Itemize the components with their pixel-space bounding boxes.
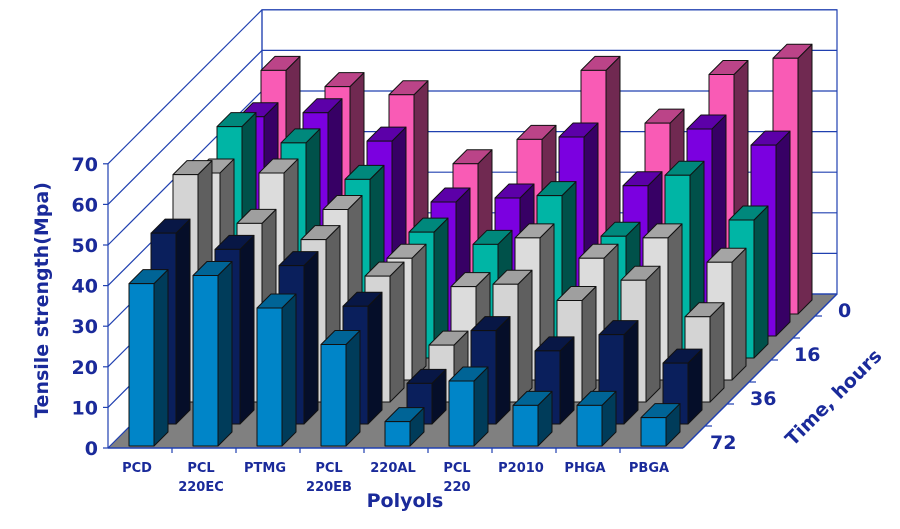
z-tick-label: 16	[794, 344, 820, 366]
y-tick-label: 40	[72, 276, 98, 298]
y-tick-label: 70	[72, 154, 98, 176]
bar	[320, 330, 361, 447]
labels: 0 10 20 30 40 50 60 70 PCD PCL 220EC PTMG PCL 220EB 22…	[72, 154, 852, 495]
bar-side	[645, 265, 661, 403]
bar-side	[797, 43, 813, 315]
bar	[534, 336, 575, 425]
x-tick-label: 220EC	[178, 480, 224, 495]
bar-front	[640, 417, 667, 447]
x-tick-label: P2010	[498, 461, 544, 476]
bar-side	[345, 330, 361, 447]
y-tick-label: 60	[72, 194, 98, 216]
bar-side	[753, 205, 769, 359]
bar-front	[192, 274, 219, 447]
bar-side	[217, 260, 233, 447]
bar-front	[512, 404, 539, 447]
x-tick-label: PHGA	[564, 461, 605, 476]
bar	[384, 407, 425, 447]
bar-side	[153, 269, 169, 447]
bar-side	[303, 251, 319, 425]
bar	[448, 366, 489, 447]
y-tick-label: 0	[85, 438, 98, 460]
x-tick-label: 220	[443, 480, 470, 495]
bar-side	[775, 130, 791, 337]
bar-side	[175, 218, 191, 425]
bar-side	[367, 291, 383, 425]
x-tick-label: PTMG	[244, 461, 286, 476]
bar-side	[581, 286, 597, 403]
bar-front	[384, 421, 411, 447]
x-tick-label: 220AL	[370, 461, 415, 476]
x-tick-label: PCL	[443, 461, 470, 476]
bar	[150, 218, 191, 425]
x-tick-label: PCL	[187, 461, 214, 476]
bar-side	[495, 316, 511, 425]
bar-side	[281, 293, 297, 447]
bar	[640, 403, 681, 447]
bar-side	[559, 336, 575, 425]
bar	[512, 390, 553, 447]
x-tick-label: PCD	[122, 461, 152, 476]
bar-front	[320, 344, 347, 447]
bar-side	[411, 243, 427, 381]
bars	[128, 43, 813, 447]
bar-front	[256, 307, 283, 447]
y-axis-title: Tensile strength(Mpa)	[31, 182, 53, 418]
gridline-side	[107, 49, 263, 205]
z-tick-label: 72	[710, 432, 736, 454]
x-tick-label: PCL	[315, 461, 342, 476]
bar	[576, 390, 617, 447]
bar-side	[517, 269, 533, 403]
x-axis-title: Polyols	[367, 490, 444, 512]
y-tick-label: 10	[72, 397, 98, 419]
bar-side	[389, 261, 405, 403]
z-tick-label: 36	[750, 388, 776, 410]
bar-front	[128, 283, 155, 447]
z-tick-label: 0	[838, 300, 851, 322]
gridline-side	[107, 9, 263, 165]
bar	[128, 269, 169, 447]
y-tick-label: 30	[72, 316, 98, 338]
bar-front	[448, 380, 475, 447]
x-tick-label: PBGA	[629, 461, 669, 476]
bar	[256, 293, 297, 447]
bar-side	[731, 247, 747, 381]
bar-side	[709, 302, 725, 403]
y-tick-label: 50	[72, 235, 98, 257]
bar-side	[239, 234, 255, 425]
z-axis-line	[682, 293, 838, 449]
bar-side	[623, 320, 639, 425]
bar-front	[576, 404, 603, 447]
x-tick-label: 220EB	[306, 480, 352, 495]
y-tick-label: 20	[72, 357, 98, 379]
bar	[192, 260, 233, 447]
